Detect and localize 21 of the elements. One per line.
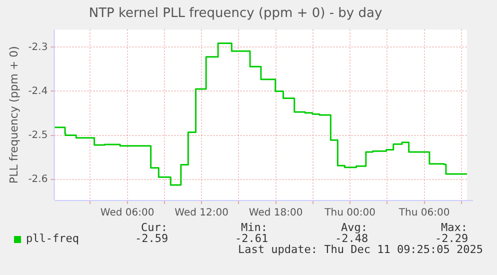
y-tick-label: -2.4 xyxy=(28,86,48,97)
text: Max: xyxy=(441,221,468,234)
text: Min: xyxy=(241,221,268,234)
x-tick-label: Wed 12:00 xyxy=(174,208,228,219)
chart-title: NTP kernel PLL frequency (ppm + 0) - by day xyxy=(88,6,382,22)
x-tick-label: Thu 06:00 xyxy=(398,208,450,219)
y-tick-label: -2.5 xyxy=(28,130,48,141)
text: -2.29 xyxy=(435,232,468,245)
text: -2.59 xyxy=(135,232,168,245)
text: Avg: xyxy=(341,221,368,234)
text: Last update: Thu Dec 11 09:25:05 2025 xyxy=(238,243,484,256)
y-tick-label: -2.6 xyxy=(28,174,48,185)
x-tick-label: Thu 00:00 xyxy=(324,208,376,219)
y-axis-title: PLL frequency (ppm + 0) xyxy=(7,46,20,184)
text: Cur: xyxy=(141,221,168,234)
x-tick-label: Wed 18:00 xyxy=(248,208,303,219)
text: -2.61 xyxy=(235,232,268,245)
y-tick-label: -2.3 xyxy=(28,42,48,53)
legend-label: pll-freq xyxy=(26,232,79,245)
text: -2.48 xyxy=(335,232,368,245)
x-tick-label: Wed 06:00 xyxy=(100,208,154,219)
